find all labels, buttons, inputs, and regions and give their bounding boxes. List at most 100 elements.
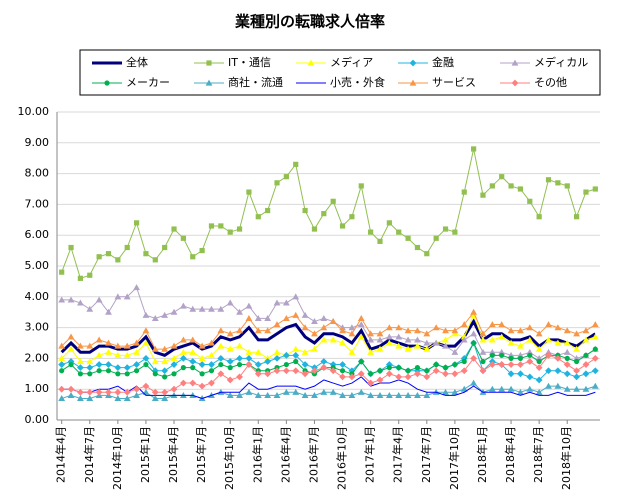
point [358, 389, 365, 395]
point [592, 383, 599, 389]
point [405, 373, 412, 380]
point [284, 174, 289, 179]
point [499, 353, 504, 358]
point [499, 174, 504, 179]
point [97, 254, 102, 259]
point [396, 365, 401, 370]
point [124, 364, 131, 371]
point [387, 365, 392, 370]
point [386, 370, 393, 377]
x-tick-label: 2015年10月 [222, 426, 236, 490]
point [227, 377, 234, 384]
x-tick-label: 2017年7月 [419, 426, 433, 483]
point [68, 392, 75, 398]
point [77, 389, 84, 396]
point [593, 186, 598, 191]
point [564, 349, 571, 355]
point [68, 362, 73, 367]
point [199, 383, 206, 390]
point [593, 347, 598, 352]
point [573, 367, 580, 374]
point [546, 177, 551, 182]
point [246, 303, 253, 309]
point [293, 162, 298, 167]
point [592, 355, 599, 362]
point [433, 367, 440, 374]
point [228, 365, 233, 370]
point [480, 193, 485, 198]
point [526, 373, 533, 380]
point [462, 189, 467, 194]
point [171, 371, 176, 376]
point [200, 371, 205, 376]
x-tick-label: 2017年1月 [363, 426, 377, 483]
point [320, 364, 327, 371]
point [442, 337, 449, 343]
point [106, 251, 111, 256]
point [77, 364, 84, 371]
point [537, 214, 542, 219]
point [162, 374, 167, 379]
x-tick-label: 2018年1月 [475, 426, 489, 483]
point [470, 309, 477, 315]
point [134, 220, 139, 225]
point [508, 361, 515, 368]
point [68, 386, 75, 393]
point [218, 362, 223, 367]
point [471, 146, 476, 151]
point [115, 257, 120, 262]
series-line [62, 321, 596, 355]
point [574, 359, 579, 364]
point [302, 312, 309, 318]
point [105, 349, 112, 355]
x-tick-label: 2016年1月 [250, 426, 264, 483]
x-tick-label: 2018年4月 [503, 426, 517, 483]
point [153, 257, 158, 262]
point [508, 183, 513, 188]
y-tick-label: 2.00 [25, 351, 50, 364]
point [339, 361, 346, 368]
point [181, 365, 186, 370]
point [180, 303, 187, 309]
point [161, 367, 168, 374]
point [171, 343, 178, 349]
point [236, 343, 243, 349]
point [133, 386, 140, 393]
point [189, 380, 196, 387]
point [405, 368, 410, 373]
point [124, 389, 131, 396]
chart-title: 業種別の転職求人倍率 [234, 13, 385, 31]
point [377, 239, 382, 244]
point [470, 380, 477, 386]
point [527, 199, 532, 204]
point [217, 355, 224, 362]
point [87, 273, 92, 278]
point [583, 327, 590, 333]
point [331, 199, 336, 204]
point [115, 371, 120, 376]
point [395, 373, 402, 380]
point [537, 359, 542, 364]
point [190, 365, 195, 370]
legend-label: 小売・外食 [330, 75, 385, 89]
point [59, 368, 64, 373]
point [387, 220, 392, 225]
series-line [62, 343, 596, 380]
point [358, 315, 365, 321]
point [143, 312, 150, 318]
point [246, 189, 251, 194]
point [424, 251, 429, 256]
y-tick-label: 5.00 [25, 259, 50, 272]
point [237, 226, 242, 231]
point [189, 358, 196, 365]
point [592, 367, 599, 374]
point [554, 367, 561, 374]
legend-label: 金融 [432, 55, 454, 69]
point [228, 230, 233, 235]
series-line [62, 149, 596, 278]
x-tick-label: 2016年7月 [306, 426, 320, 483]
point [452, 230, 457, 235]
point [274, 355, 281, 362]
point [237, 362, 242, 367]
